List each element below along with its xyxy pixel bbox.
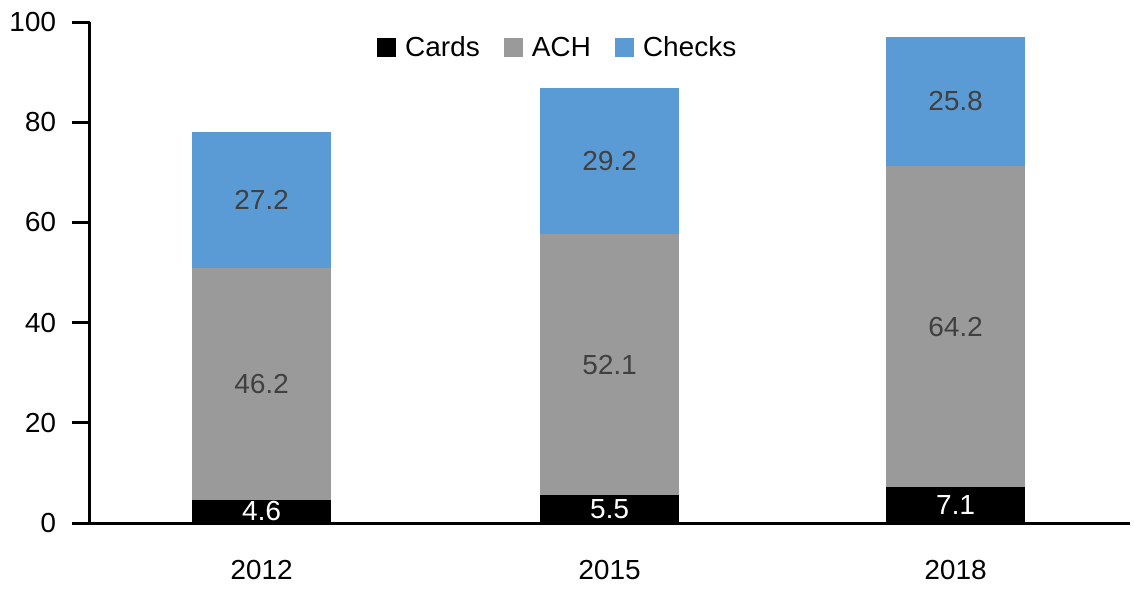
x-tick-label-2015: 2015 <box>578 554 641 585</box>
data-label: 27.2 <box>234 184 289 216</box>
bar-segment-ach-2018: 64.2 <box>886 165 1025 488</box>
y-axis-line <box>88 22 91 525</box>
legend-swatch-checks <box>614 37 634 57</box>
x-tick-label-2018: 2018 <box>924 554 987 585</box>
data-label: 25.8 <box>928 85 983 117</box>
bar-segment-cards-2018: 7.1 <box>886 487 1025 523</box>
data-label: 52.1 <box>582 348 637 380</box>
y-tick-mark <box>72 521 90 525</box>
bar-segment-checks-2018: 25.8 <box>886 36 1025 166</box>
y-tick-label: 60 <box>24 206 56 238</box>
legend-item-cards: Cards <box>377 33 480 61</box>
data-label: 46.2 <box>234 368 289 400</box>
data-label: 64.2 <box>928 310 983 342</box>
legend-label: ACH <box>531 31 591 62</box>
x-axis-line <box>72 522 1130 525</box>
y-tick-mark <box>72 421 90 425</box>
legend-label: Cards <box>405 31 480 62</box>
bar-segment-ach-2015: 52.1 <box>540 234 679 496</box>
y-tick-label: 40 <box>24 306 56 338</box>
y-tick-label: 80 <box>24 106 56 138</box>
y-tick-mark <box>72 120 90 124</box>
bar-segment-cards-2012: 4.6 <box>192 495 331 527</box>
y-tick-label: 0 <box>40 507 56 538</box>
data-label: 5.5 <box>590 493 629 525</box>
legend-label: Checks <box>642 31 737 62</box>
legend: Cards ACH Checks <box>377 33 736 61</box>
legend-swatch-cards <box>377 37 396 57</box>
data-label: 4.6 <box>242 495 281 527</box>
legend-item-checks: Checks <box>614 31 737 62</box>
bar-segment-checks-2015: 29.2 <box>540 88 679 235</box>
bar-segment-checks-2012: 27.2 <box>192 132 331 269</box>
x-tick-label-2012: 2012 <box>230 554 293 585</box>
y-tick-label: 100 <box>9 6 56 37</box>
data-label: 7.1 <box>936 489 975 521</box>
y-tick-mark <box>72 20 90 24</box>
y-tick-mark <box>72 321 90 325</box>
bar-segment-ach-2012: 46.2 <box>192 268 331 500</box>
y-tick-mark <box>72 220 90 224</box>
y-tick-label: 20 <box>24 406 56 438</box>
data-label: 29.2 <box>582 145 637 177</box>
bar-segment-cards-2015: 5.5 <box>540 495 679 523</box>
legend-item-ach: ACH <box>503 31 591 62</box>
legend-swatch-ach <box>503 37 523 57</box>
